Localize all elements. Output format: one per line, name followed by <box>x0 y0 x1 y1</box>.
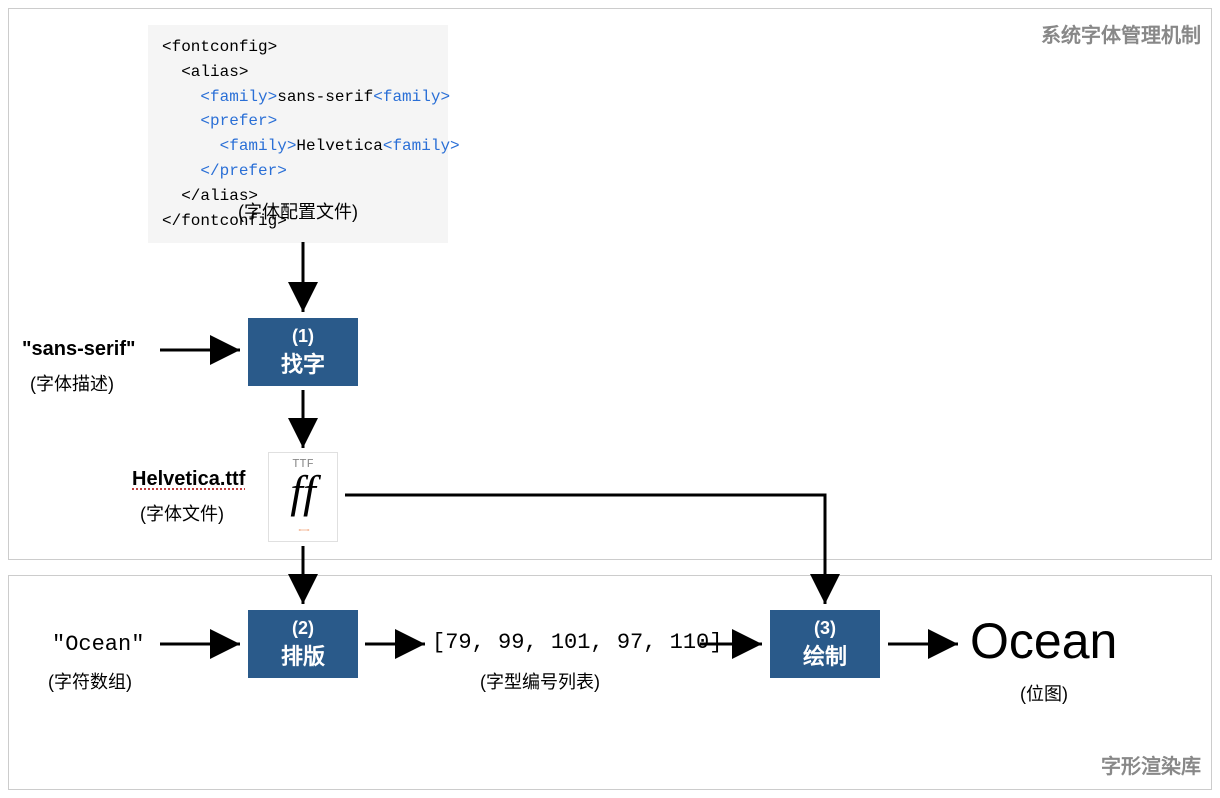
char-array-caption: (字符数组) <box>48 668 132 694</box>
font-desc-text: "sans-serif" <box>22 338 135 361</box>
step-3-num: (3) <box>770 618 880 639</box>
font-desc-caption: (字体描述) <box>30 370 114 396</box>
region-bottom-label: 字形渲染库 <box>1101 750 1201 779</box>
ttf-file-icon: TTF ff <box>268 452 338 542</box>
step-1-box: (1) 找字 <box>248 318 358 386</box>
step-3-box: (3) 绘制 <box>770 610 880 678</box>
ttf-ff-glyph: ff <box>269 469 337 515</box>
codeblock-caption: (字体配置文件) <box>148 198 448 224</box>
char-array-text: "Ocean" <box>52 632 144 657</box>
font-file-text: Helvetica.ttf <box>132 468 245 491</box>
output-caption: (位图) <box>1020 680 1068 706</box>
step-2-box: (2) 排版 <box>248 610 358 678</box>
step-3-label: 绘制 <box>770 639 880 671</box>
step-2-num: (2) <box>248 618 358 639</box>
region-top-label: 系统字体管理机制 <box>1041 19 1201 48</box>
font-file-caption: (字体文件) <box>140 500 224 526</box>
step-2-label: 排版 <box>248 639 358 671</box>
output-bitmap-text: Ocean <box>970 612 1117 670</box>
diagram-canvas: 系统字体管理机制 字形渲染库 <fontconfig> <alias> <fam… <box>0 0 1220 798</box>
glyph-ids-text: [79, 99, 101, 97, 110] <box>432 630 722 655</box>
glyph-ids-caption: (字型编号列表) <box>480 668 600 694</box>
step-1-num: (1) <box>248 326 358 347</box>
step-1-label: 找字 <box>248 347 358 379</box>
